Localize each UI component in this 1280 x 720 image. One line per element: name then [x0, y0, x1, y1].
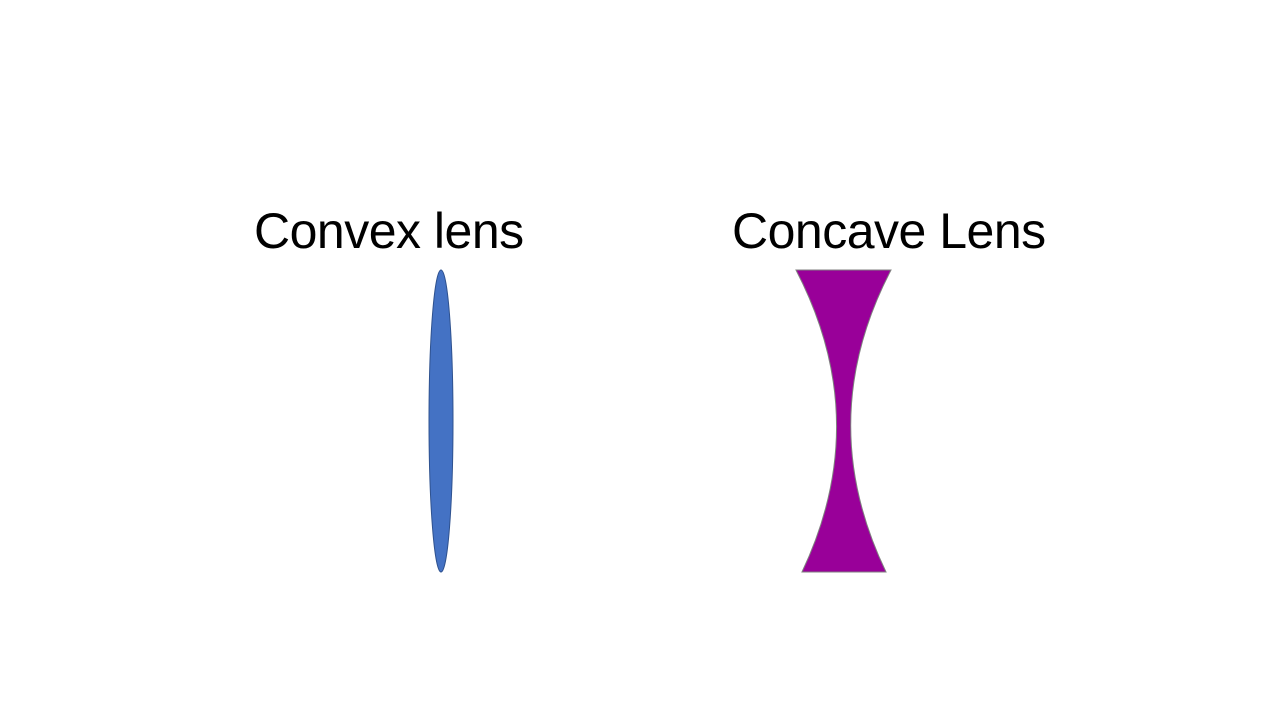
convex-lens-label: Convex lens [254, 203, 524, 259]
concave-lens-label: Concave Lens [732, 203, 1046, 259]
convex-lens-shape [428, 269, 454, 573]
concave-lens-shape [795, 269, 892, 573]
